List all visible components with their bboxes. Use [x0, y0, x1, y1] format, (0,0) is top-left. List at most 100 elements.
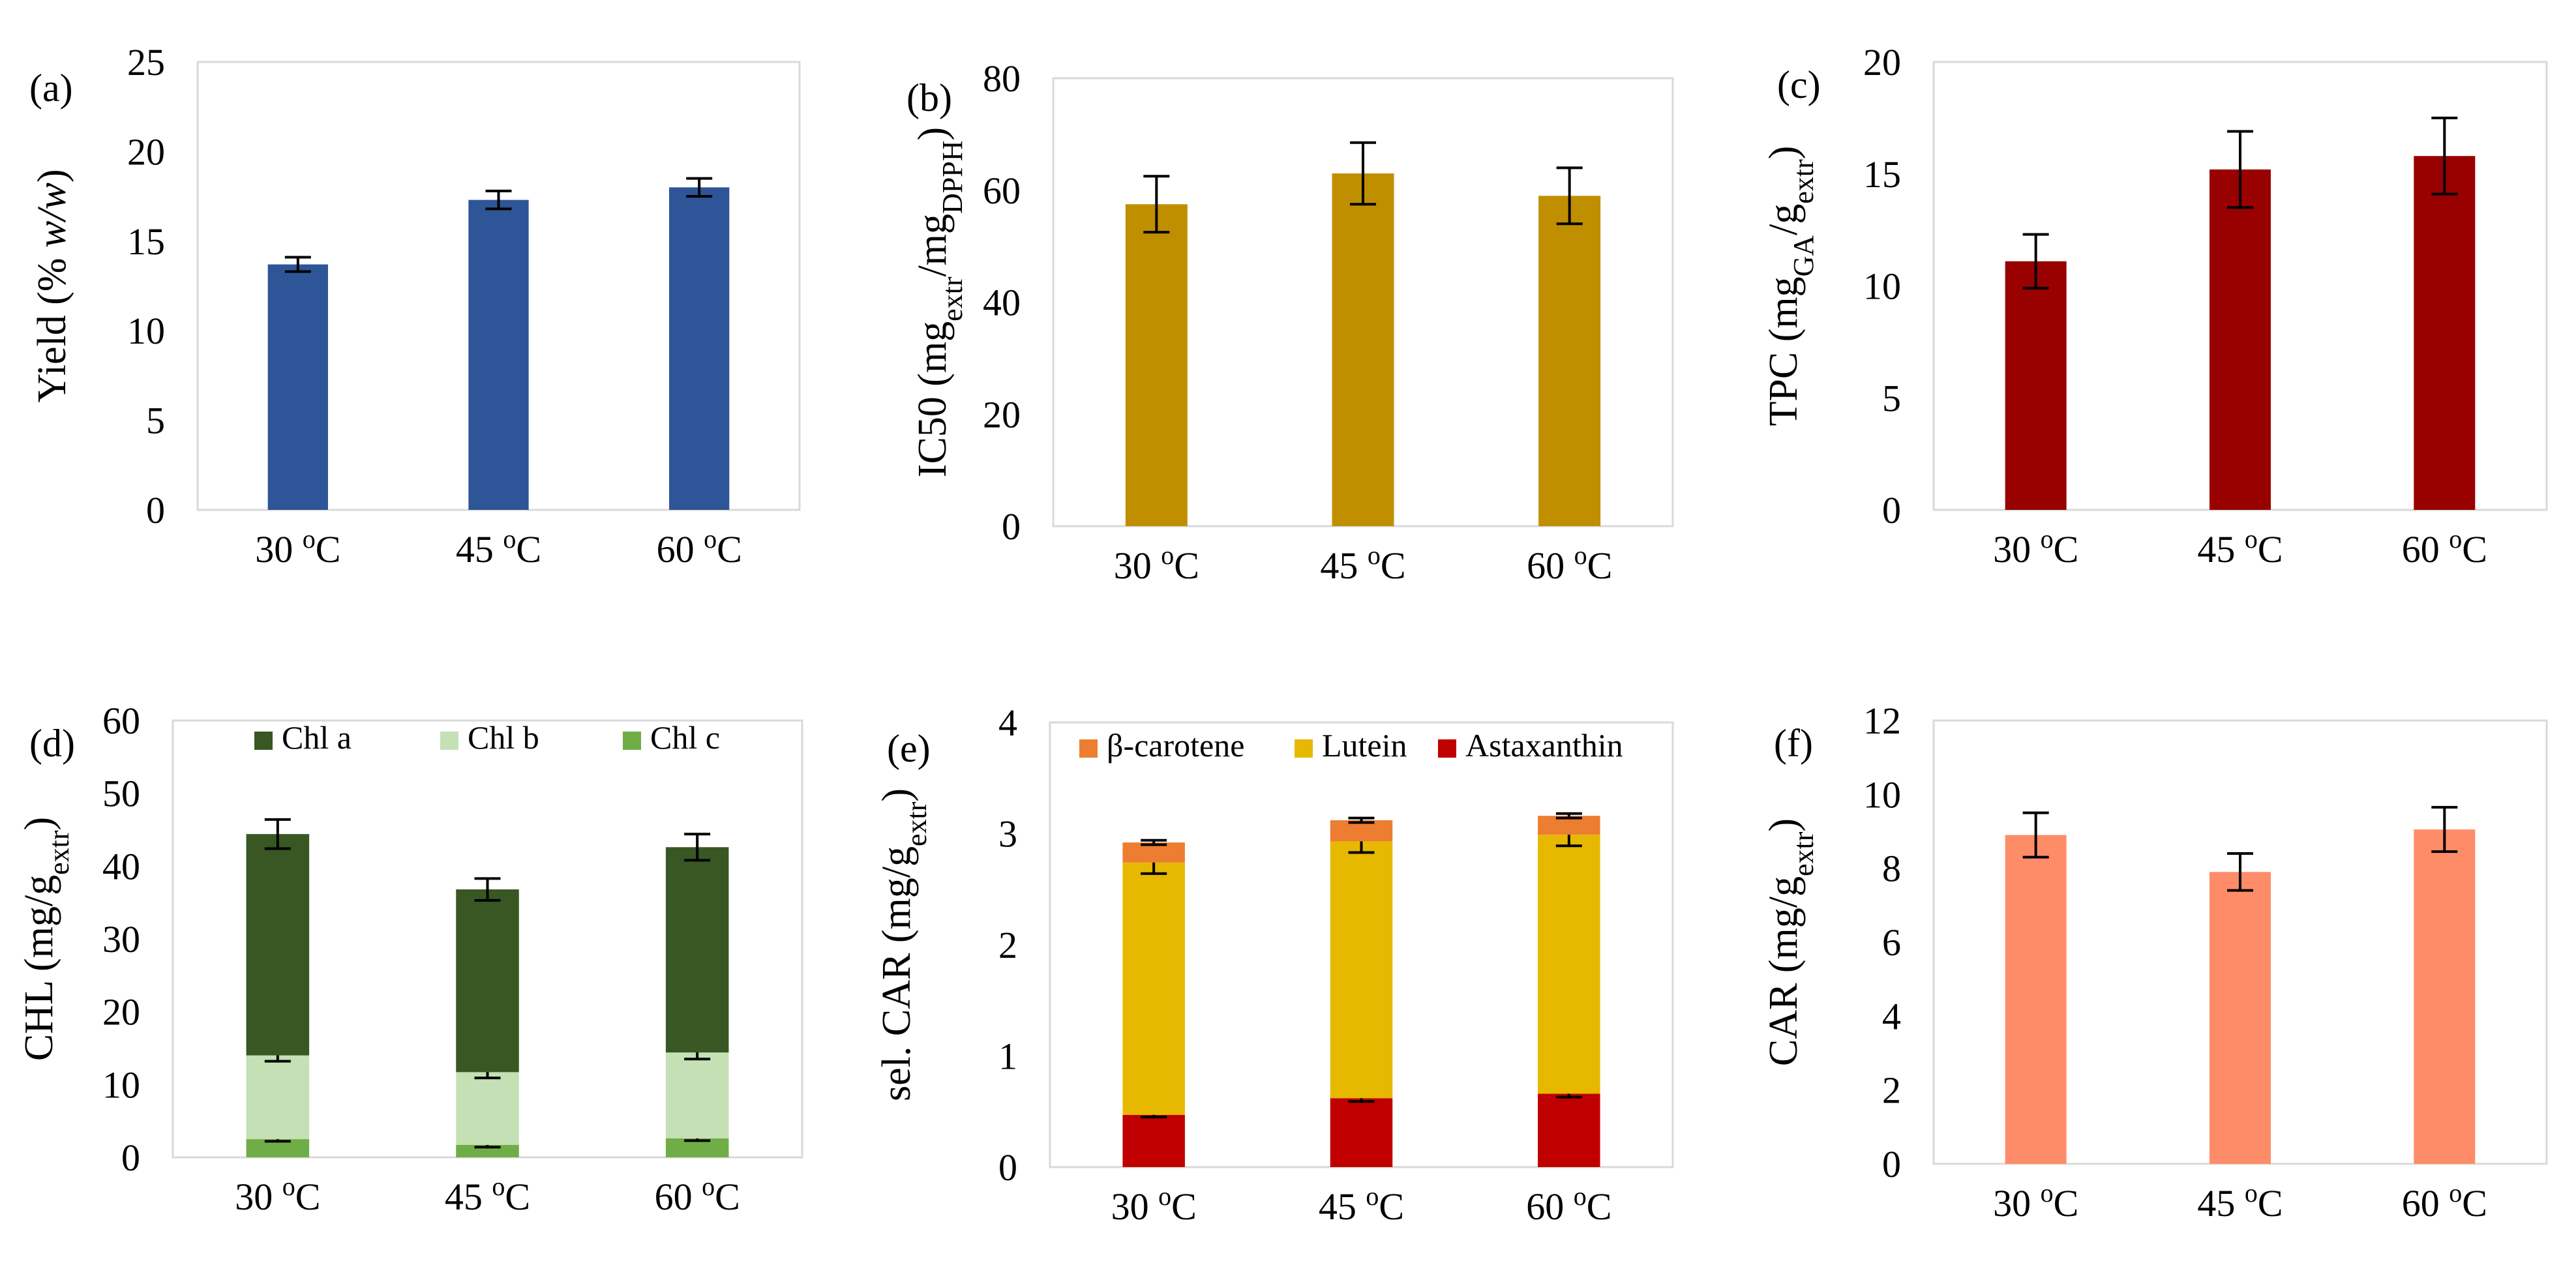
bar — [1125, 204, 1188, 526]
y-tick-label: 5 — [146, 400, 165, 442]
y-axis-label: IC50 (mgextr/mgDPPH) — [910, 127, 968, 477]
bar-lutein — [1122, 862, 1185, 1115]
chart-panel-b: 0 20 40 60 80 30 oC 45 oC 60 oC (b) IC50 (mgextr/… — [906, 57, 1674, 587]
y-tick-label: 40 — [102, 845, 140, 887]
y-tick-label: 0 — [1882, 489, 1901, 531]
bar — [1538, 196, 1601, 526]
y-tick-label: 25 — [127, 41, 165, 83]
chart-panel-c: 0 5 10 15 20 30 oC 45 oC 60 oC (c) TPC (mgGA/gext… — [1761, 41, 2548, 571]
bar-chl-a — [665, 847, 729, 1053]
panel-label: (c) — [1777, 63, 1821, 106]
legend: Chl a Chl b Chl c — [254, 719, 720, 756]
y-tick-label: 6 — [1882, 921, 1901, 964]
y-tick-label: 50 — [102, 773, 140, 815]
bar-astaxanthin — [1330, 1098, 1393, 1167]
bar — [669, 187, 730, 510]
legend: β-carotene Lutein Astaxanthin — [1079, 727, 1623, 764]
y-tick-label: 4 — [1882, 995, 1901, 1037]
legend-label: Lutein — [1322, 727, 1407, 764]
y-axis-label: Yield (% w/w) — [30, 169, 74, 402]
bar-chl-a — [246, 834, 310, 1056]
x-tick-label: 30 oC — [1993, 1178, 2078, 1225]
x-tick-label: 45 oC — [2197, 524, 2283, 571]
x-tick-label: 45 oC — [1319, 1181, 1404, 1228]
y-axis-label: CHL (mg/gextr) — [17, 817, 75, 1061]
bar — [2414, 156, 2476, 510]
bar — [468, 200, 529, 510]
y-tick-label: 4 — [998, 702, 1017, 744]
y-tick-label: 20 — [102, 991, 140, 1033]
bar-chl-b — [456, 1072, 519, 1146]
y-tick-label: 1 — [998, 1035, 1017, 1078]
bar-chl-b — [246, 1055, 310, 1140]
y-tick-label: 3 — [998, 813, 1017, 855]
y-tick-label: 20 — [1863, 41, 1901, 83]
bar-chl-b — [665, 1052, 729, 1138]
y-axis-label: CAR (mg/gextr) — [1761, 818, 1820, 1066]
x-tick-label: 45 oC — [2197, 1178, 2283, 1225]
x-tick-label: 30 oC — [1111, 1181, 1197, 1228]
y-tick-label: 10 — [1863, 265, 1901, 308]
y-tick-label: 0 — [146, 489, 165, 531]
x-tick-label: 60 oC — [1526, 1181, 1611, 1228]
y-tick-label: 20 — [983, 393, 1021, 436]
y-tick-label: 5 — [1882, 377, 1901, 419]
x-tick-label: 30 oC — [255, 524, 340, 571]
bar — [2005, 261, 2067, 510]
chart-panel-a: 0 5 10 15 20 25 30 oC 45 oC 60 oC (a) Yield (% w/w… — [29, 41, 801, 571]
y-tick-label: 40 — [983, 282, 1021, 324]
bar — [1332, 173, 1394, 526]
y-tick-label: 0 — [121, 1136, 140, 1179]
y-tick-label: 8 — [1882, 848, 1901, 890]
y-axis-label: TPC (mgGA/gextr) — [1761, 146, 1820, 426]
y-tick-label: 0 — [1002, 505, 1021, 548]
bar-lutein — [1330, 841, 1393, 1099]
y-tick-label: 15 — [1863, 153, 1901, 196]
bar-chl-c — [456, 1145, 519, 1157]
y-tick-label: 0 — [998, 1146, 1017, 1189]
x-tick-label: 45 oC — [1320, 541, 1405, 587]
legend-swatch — [1079, 739, 1098, 758]
y-tick-label: 10 — [127, 310, 165, 352]
x-tick-label: 30 oC — [1993, 524, 2078, 571]
legend-swatch — [1438, 739, 1456, 758]
x-tick-label: 60 oC — [657, 524, 742, 571]
chart-panel-e: 0 1 2 3 4 30 oC 45 oC 60 oC (e) sel. CAR (mg/gext… — [875, 702, 1674, 1228]
y-tick-label: 0 — [1882, 1143, 1901, 1185]
y-tick-label: 60 — [983, 170, 1021, 212]
y-tick-label: 10 — [102, 1063, 140, 1106]
y-tick-label: 12 — [1863, 700, 1901, 742]
bar-lutein — [1538, 835, 1600, 1094]
legend-swatch — [254, 732, 273, 750]
legend-label: Astaxanthin — [1465, 727, 1623, 764]
chart-panel-f: 0 2 4 6 8 10 12 30 oC 45 oC 60 oC (f) CAR (mg/gextr… — [1761, 700, 2548, 1225]
panel-label: (f) — [1774, 722, 1813, 765]
y-tick-label: 60 — [102, 700, 140, 742]
x-tick-label: 60 oC — [2402, 1178, 2487, 1225]
legend-label: Chl c — [650, 719, 720, 756]
bar-astaxanthin — [1122, 1114, 1185, 1167]
panel-label: (e) — [887, 727, 931, 770]
y-tick-label: 10 — [1863, 773, 1901, 816]
legend-swatch — [1295, 739, 1313, 758]
bar — [2209, 169, 2271, 510]
legend-swatch — [440, 732, 458, 750]
x-tick-label: 60 oC — [655, 1172, 740, 1219]
bar-astaxanthin — [1538, 1093, 1600, 1167]
x-tick-label: 45 oC — [456, 524, 541, 571]
legend-label: Chl b — [468, 719, 539, 756]
panel-label: (a) — [29, 67, 73, 110]
x-tick-label: 30 oC — [1114, 541, 1199, 587]
y-tick-label: 2 — [998, 924, 1017, 966]
x-tick-label: 60 oC — [1527, 541, 1612, 587]
panel-label: (d) — [29, 722, 75, 765]
y-tick-label: 2 — [1882, 1069, 1901, 1112]
bar — [2209, 872, 2271, 1164]
x-tick-label: 60 oC — [2402, 524, 2487, 571]
chart-panel-d: 0 10 20 30 40 50 60 30 oC 45 oC 60 oC (d) CHL (mg/g… — [17, 700, 803, 1219]
y-tick-label: 80 — [983, 57, 1021, 100]
bar — [2005, 835, 2067, 1164]
y-tick-label: 30 — [102, 918, 140, 960]
x-tick-label: 45 oC — [445, 1172, 530, 1219]
